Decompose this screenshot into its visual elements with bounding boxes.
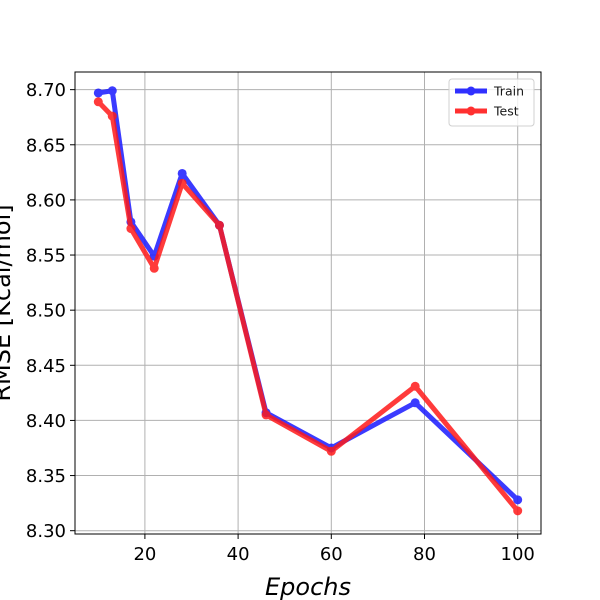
plot-frame xyxy=(74,71,542,535)
data-point-train xyxy=(177,168,187,178)
y-tick-label: 8.40 xyxy=(26,411,66,432)
x-tick-label: 60 xyxy=(320,544,343,565)
data-point-test xyxy=(177,178,187,188)
x-tick-label: 20 xyxy=(133,544,156,565)
y-tick-label: 8.35 xyxy=(26,466,66,487)
x-axis: 20 40 60 80 100 xyxy=(133,534,535,565)
y-axis-title: RMSE [Kcal/mol] xyxy=(0,204,16,401)
data-point-train xyxy=(513,495,523,505)
series-line-train xyxy=(95,88,521,503)
grid xyxy=(75,72,541,534)
data-point-train xyxy=(93,88,103,98)
y-tick-label: 8.60 xyxy=(26,190,66,211)
y-tick-label: 8.30 xyxy=(26,521,66,542)
x-tick-label: 40 xyxy=(227,544,250,565)
x-axis-title: Epochs xyxy=(265,573,351,600)
y-tick-label: 8.55 xyxy=(26,246,66,267)
y-tick-label: 8.65 xyxy=(26,135,66,156)
legend-label: Test xyxy=(493,104,519,119)
y-tick-label: 8.70 xyxy=(26,80,66,101)
legend-item-test: Test xyxy=(455,104,519,119)
data-point-test xyxy=(126,224,136,234)
series-test xyxy=(93,97,523,516)
data-point-test xyxy=(410,381,420,391)
series-line-test xyxy=(95,99,521,514)
data-point-train xyxy=(107,86,117,96)
legend: Train Test xyxy=(448,78,535,127)
data-point-test xyxy=(93,97,103,107)
y-tick-label: 8.45 xyxy=(26,356,66,377)
legend-item-train: Train xyxy=(455,84,524,99)
data-point-test xyxy=(261,410,271,420)
data-point-train xyxy=(410,398,420,408)
data-point-test xyxy=(149,263,159,273)
data-point-test xyxy=(326,446,336,456)
legend-label: Train xyxy=(493,84,524,99)
legend-marker xyxy=(466,106,476,116)
series-layer xyxy=(93,86,523,516)
x-tick-label: 100 xyxy=(501,544,535,565)
data-point-test xyxy=(107,111,117,121)
x-tick-label: 80 xyxy=(413,544,436,565)
y-axis: 8.30 8.35 8.40 8.45 8.50 8.55 8.60 8.65 8.70 xyxy=(26,80,75,542)
data-point-test xyxy=(513,506,523,516)
y-tick-label: 8.50 xyxy=(26,301,66,322)
legend-marker xyxy=(466,86,476,96)
data-point-test xyxy=(214,220,224,230)
